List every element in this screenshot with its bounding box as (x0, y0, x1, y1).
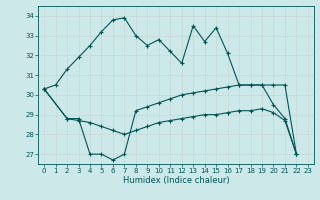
X-axis label: Humidex (Indice chaleur): Humidex (Indice chaleur) (123, 176, 229, 185)
